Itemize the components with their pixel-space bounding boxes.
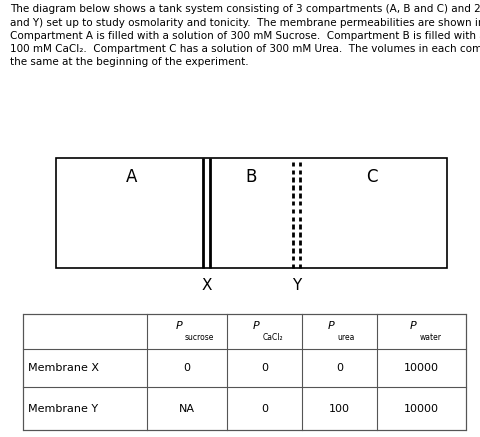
- Text: NA: NA: [179, 404, 195, 413]
- Text: B: B: [246, 169, 257, 187]
- Text: Y: Y: [292, 278, 301, 293]
- Text: urea: urea: [337, 333, 355, 342]
- Text: water: water: [419, 333, 441, 342]
- Text: A: A: [125, 169, 137, 187]
- Text: 100: 100: [329, 404, 350, 413]
- Text: The diagram below shows a tank system consisting of 3 compartments (A, B and C) : The diagram below shows a tank system co…: [10, 4, 480, 67]
- Text: Membrane Y: Membrane Y: [28, 404, 98, 413]
- Text: P: P: [410, 321, 417, 331]
- Text: P: P: [328, 321, 335, 331]
- Text: P: P: [176, 321, 182, 331]
- Text: X: X: [201, 278, 212, 293]
- Text: 10000: 10000: [404, 363, 439, 373]
- Text: 0: 0: [184, 363, 191, 373]
- Text: 0: 0: [336, 363, 343, 373]
- Text: 0: 0: [261, 363, 268, 373]
- Text: C: C: [366, 169, 378, 187]
- Text: 0: 0: [261, 404, 268, 413]
- Text: P: P: [253, 321, 260, 331]
- Text: CaCl₂: CaCl₂: [262, 333, 283, 342]
- Text: sucrose: sucrose: [185, 333, 214, 342]
- Text: Membrane X: Membrane X: [28, 363, 99, 373]
- Text: 10000: 10000: [404, 404, 439, 413]
- Bar: [56, 158, 447, 268]
